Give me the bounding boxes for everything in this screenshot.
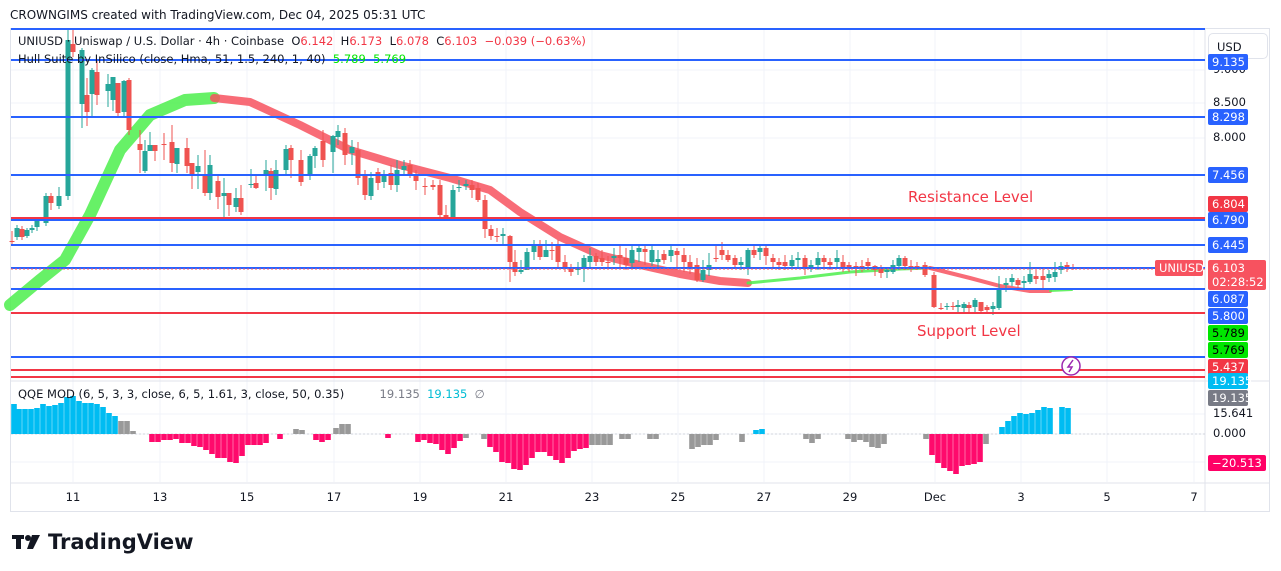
low-value: 6.078 [395, 34, 429, 48]
time-tick: 13 [152, 490, 168, 504]
time-tick: 5 [1103, 490, 1111, 504]
time-tick: 15 [239, 490, 255, 504]
price-tag: 6.790 [1208, 212, 1248, 228]
qqe-legend[interactable]: QQE MOD (6, 5, 3, 3, close, 6, 5, 1.61, … [18, 387, 485, 401]
hull-legend[interactable]: Hull Suite by InSilico (close, Hma, 51, … [18, 52, 406, 66]
tradingview-wordmark: TradingView [48, 530, 194, 554]
hull-value-1: 5.789 [332, 52, 366, 66]
price-tag: 6.445 [1208, 237, 1248, 253]
time-tick: 11 [65, 490, 81, 504]
close-value: 6.103 [444, 34, 478, 48]
time-tick: 21 [498, 490, 514, 504]
price-tag: 6.804 [1208, 196, 1248, 212]
price-tick: 8.000 [1213, 130, 1246, 144]
hull-title: Hull Suite by InSilico (close, Hma, 51, … [18, 52, 326, 66]
qqe-tag: 19.135 [1208, 373, 1252, 389]
tradingview-logo[interactable]: TradingView [12, 530, 193, 554]
current-price-tag: 6.103 02:28:52 [1208, 260, 1266, 290]
qqe-value-3: ∅ [474, 387, 485, 401]
time-tick: 7 [1190, 490, 1198, 504]
symbol-legend: UNIUSD · Uniswap / U.S. Dollar · 4h · Co… [18, 34, 586, 48]
qqe-value-2: 19.135 [427, 387, 468, 401]
qqe-tick: 0.000 [1213, 426, 1246, 440]
chart-credit: CROWNGIMS created with TradingView.com, … [10, 8, 426, 22]
time-tick: 19 [412, 490, 428, 504]
qqe-tag: −20.513 [1208, 455, 1266, 471]
time-tick: 17 [326, 490, 342, 504]
price-tag: 5.437 [1208, 359, 1248, 375]
time-tick: 3 [1017, 490, 1025, 504]
price-tag: 6.087 [1208, 291, 1248, 307]
price-tag: 5.789 [1208, 325, 1248, 341]
high-value: 6.173 [349, 34, 383, 48]
tradingview-logo-icon [12, 535, 40, 549]
time-tick: 23 [584, 490, 600, 504]
open-value: 6.142 [300, 34, 334, 48]
qqe-value-1: 19.135 [379, 387, 420, 401]
price-tag: 5.800 [1208, 308, 1248, 324]
price-tag: 9.135 [1208, 54, 1248, 70]
price-tag: 7.456 [1208, 167, 1248, 183]
qqe-title: QQE MOD (6, 5, 3, 3, close, 6, 5, 1.61, … [18, 387, 345, 401]
price-tag: 5.769 [1208, 342, 1248, 358]
price-tick: 8.500 [1213, 95, 1246, 109]
symbol-title[interactable]: UNIUSD · Uniswap / U.S. Dollar · 4h · Co… [18, 34, 285, 48]
qqe-tag: 19.135 [1208, 390, 1252, 406]
symbol-price-label: UNIUSD [1155, 260, 1204, 276]
support-label: Support Level [917, 322, 1021, 340]
resistance-label: Resistance Level [908, 188, 1034, 206]
time-tick: Dec [923, 490, 947, 504]
hull-value-2: 5.769 [373, 52, 407, 66]
time-tick: 25 [670, 490, 686, 504]
change-value: −0.039 (−0.63%) [484, 34, 586, 48]
qqe-tick: 15.641 [1213, 406, 1254, 420]
time-tick: 29 [842, 490, 858, 504]
time-tick: 27 [756, 490, 772, 504]
price-tag: 8.298 [1208, 109, 1248, 125]
